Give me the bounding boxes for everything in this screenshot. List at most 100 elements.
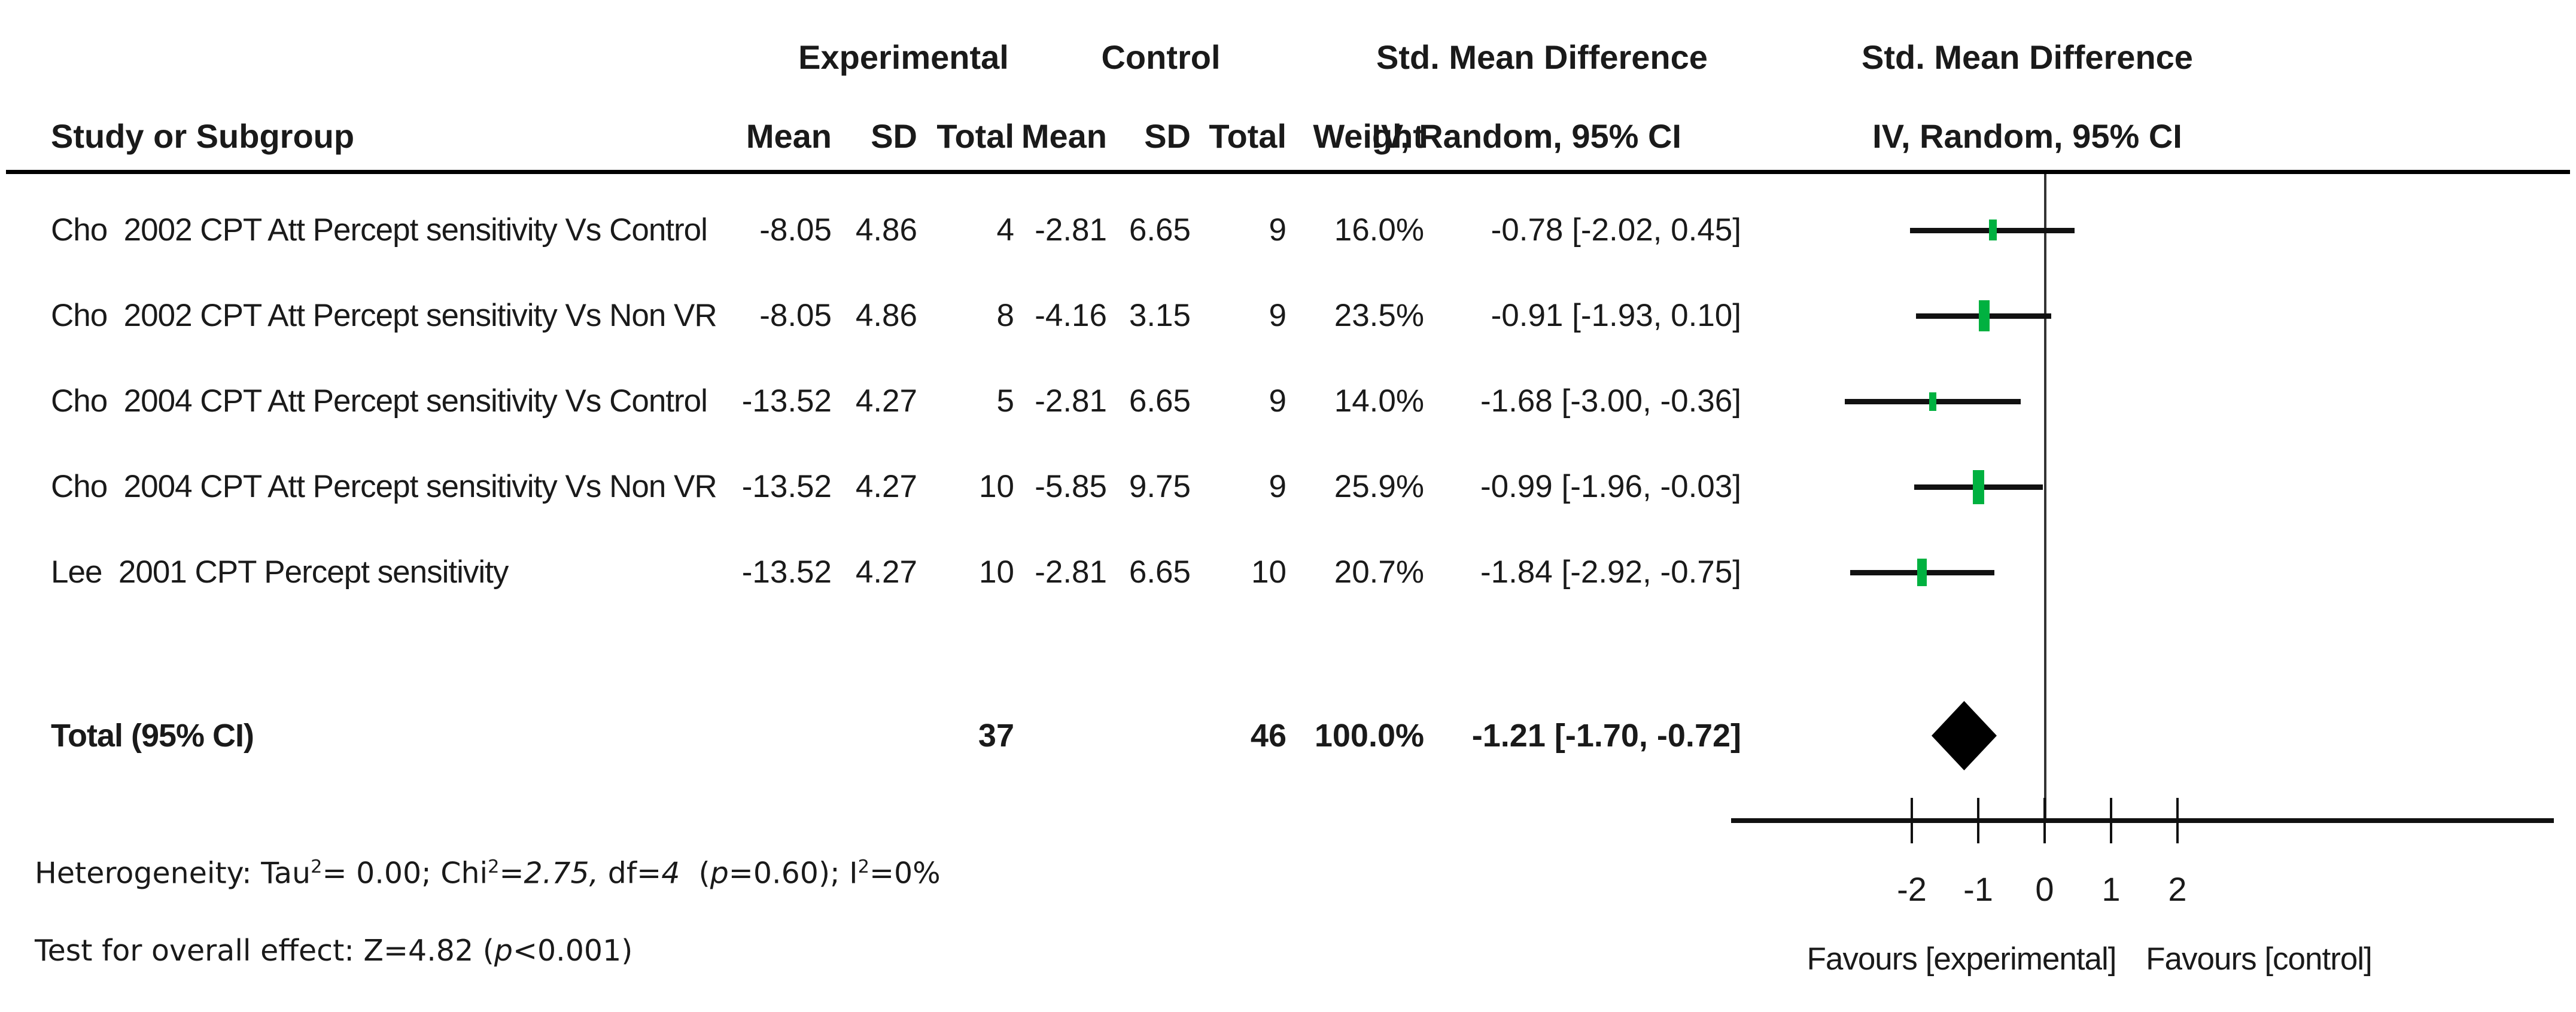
effect-square xyxy=(1979,300,1990,331)
study-label: Lee 2001 CPT Percept sensitivity xyxy=(51,554,509,590)
col-group-experimental: Experimental xyxy=(798,38,1009,76)
cell-weight: 20.7% xyxy=(1334,554,1424,590)
x-axis-tick xyxy=(1911,798,1913,843)
study-row: Cho 2004 CPT Att Percept sensitivity Vs … xyxy=(0,468,2576,506)
total-exp-n: 37 xyxy=(978,718,1014,754)
cell-ctrl_total: 9 xyxy=(1269,298,1287,333)
header-iv-random-ci-plot: IV, Random, 95% CI xyxy=(1872,117,2182,155)
cell-exp_sd: 4.27 xyxy=(855,469,917,504)
study-row: Cho 2002 CPT Att Percept sensitivity Vs … xyxy=(0,297,2576,335)
study-label: Cho 2004 CPT Att Percept sensitivity Vs … xyxy=(51,469,717,504)
cell-ctrl_sd: 6.65 xyxy=(1129,212,1191,248)
footer-text-segment: = xyxy=(499,856,524,891)
total-weight: 100.0% xyxy=(1314,718,1424,754)
header-exp-mean: Mean xyxy=(746,117,832,155)
zero-line xyxy=(2044,174,2046,821)
cell-ctrl_total: 9 xyxy=(1269,212,1287,248)
effect-square xyxy=(1929,392,1936,411)
total-ctrl-n: 46 xyxy=(1250,718,1287,754)
cell-exp_sd: 4.27 xyxy=(855,383,917,419)
x-axis-tick xyxy=(1977,798,1979,843)
x-tick-label: 1 xyxy=(2101,870,2121,908)
footer-text-segment: df= xyxy=(598,856,662,891)
header-study-or-subgroup: Study or Subgroup xyxy=(51,117,355,155)
total-smd-ci: -1.21 [-1.70, -0.72] xyxy=(1471,718,1741,754)
header-ctrl-total: Total xyxy=(1209,117,1287,155)
footer-text-segment: Heterogeneity: Tau xyxy=(35,856,311,891)
footer-text-segment: =0% xyxy=(869,856,941,891)
footer-text-segment: 2 xyxy=(311,856,323,877)
footer-text-segment: 2 xyxy=(857,856,869,877)
header-exp-total: Total xyxy=(936,117,1014,155)
cell-ctrl_sd: 9.75 xyxy=(1129,469,1191,504)
header-exp-sd: SD xyxy=(871,117,917,155)
x-axis-line xyxy=(1731,818,2554,823)
study-label: Cho 2004 CPT Att Percept sensitivity Vs … xyxy=(51,383,708,419)
cell-ctrl_sd: 3.15 xyxy=(1129,298,1191,333)
footer-text-segment: ( xyxy=(680,856,710,891)
total-label: Total (95% CI) xyxy=(51,718,254,754)
heterogeneity-text: Heterogeneity: Tau2= 0.00; Chi2=2.75, df… xyxy=(35,848,941,890)
header-weight: Weight xyxy=(1313,117,1424,155)
cell-ctrl_sd: 6.65 xyxy=(1129,383,1191,419)
cell-exp_mean: -13.52 xyxy=(741,554,832,590)
footer-text-segment: 4 xyxy=(661,856,680,891)
total-row: Total (95% CI) 37 46 100.0% -1.21 [-1.70… xyxy=(0,717,2576,755)
footer-text-segment: 2 xyxy=(488,856,500,877)
col-group-smd-text: Std. Mean Difference xyxy=(1376,38,1708,76)
effect-square xyxy=(1917,559,1927,586)
cell-ctrl_mean: -2.81 xyxy=(1035,554,1107,590)
footer-text-segment: <0.001) xyxy=(512,934,633,968)
study-label: Cho 2002 CPT Att Percept sensitivity Vs … xyxy=(51,298,717,333)
cell-ctrl_total: 9 xyxy=(1269,469,1287,504)
study-label: Cho 2002 CPT Att Percept sensitivity Vs … xyxy=(51,212,708,248)
cell-weight: 14.0% xyxy=(1334,383,1424,419)
col-group-smd-plot: Std. Mean Difference xyxy=(1862,38,2193,76)
cell-ctrl_total: 9 xyxy=(1269,383,1287,419)
cell-exp_total: 10 xyxy=(979,469,1014,504)
x-tick-label: 2 xyxy=(2168,870,2187,908)
cell-smd_ci: -0.78 [-2.02, 0.45] xyxy=(1491,212,1741,248)
cell-weight: 23.5% xyxy=(1334,298,1424,333)
footer-text-segment: 2.75, xyxy=(524,856,599,891)
cell-exp_mean: -8.05 xyxy=(759,212,832,248)
header-ctrl-sd: SD xyxy=(1144,117,1191,155)
header-iv-random-ci: IV, Random, 95% CI xyxy=(1371,117,1681,155)
cell-exp_mean: -8.05 xyxy=(759,298,832,333)
cell-ctrl_mean: -2.81 xyxy=(1035,383,1107,419)
footer-text-segment: =0.60); I xyxy=(728,856,858,891)
cell-exp_sd: 4.27 xyxy=(855,554,917,590)
cell-ctrl_sd: 6.65 xyxy=(1129,554,1191,590)
header-rule xyxy=(6,170,2570,174)
footer-text-segment: p xyxy=(494,934,513,968)
study-row: Lee 2001 CPT Percept sensitivity -13.52 4.… xyxy=(0,553,2576,592)
cell-ctrl_mean: -2.81 xyxy=(1035,212,1107,248)
header-ctrl-mean: Mean xyxy=(1021,117,1107,155)
x-axis-tick xyxy=(2043,798,2046,843)
favours-right-label: Favours [control] xyxy=(2146,941,2373,977)
cell-exp_total: 8 xyxy=(996,298,1014,333)
effect-square xyxy=(1989,220,1997,240)
cell-exp_sd: 4.86 xyxy=(855,212,917,248)
cell-weight: 16.0% xyxy=(1334,212,1424,248)
cell-exp_sd: 4.86 xyxy=(855,298,917,333)
effect-square xyxy=(1973,470,1984,504)
cell-exp_mean: -13.52 xyxy=(741,383,832,419)
study-row: Cho 2004 CPT Att Percept sensitivity Vs … xyxy=(0,382,2576,420)
x-tick-label: -1 xyxy=(1963,870,1993,908)
footer-text-segment: Test for overall effect: Z=4.82 ( xyxy=(35,934,494,968)
cell-smd_ci: -0.91 [-1.93, 0.10] xyxy=(1491,298,1741,333)
footer-text-segment: = 0.00; Chi xyxy=(322,856,488,891)
study-row: Cho 2002 CPT Att Percept sensitivity Vs … xyxy=(0,211,2576,249)
cell-exp_total: 10 xyxy=(979,554,1014,590)
x-axis-tick xyxy=(2176,798,2179,843)
favours-left-label: Favours [experimental] xyxy=(1806,941,2116,977)
cell-ctrl_mean: -4.16 xyxy=(1035,298,1107,333)
cell-exp_total: 4 xyxy=(996,212,1014,248)
cell-ctrl_mean: -5.85 xyxy=(1035,469,1107,504)
x-tick-label: 0 xyxy=(2035,870,2054,908)
col-group-control: Control xyxy=(1101,38,1221,76)
cell-smd_ci: -1.84 [-2.92, -0.75] xyxy=(1480,554,1741,590)
summary-diamond xyxy=(1932,701,1997,770)
